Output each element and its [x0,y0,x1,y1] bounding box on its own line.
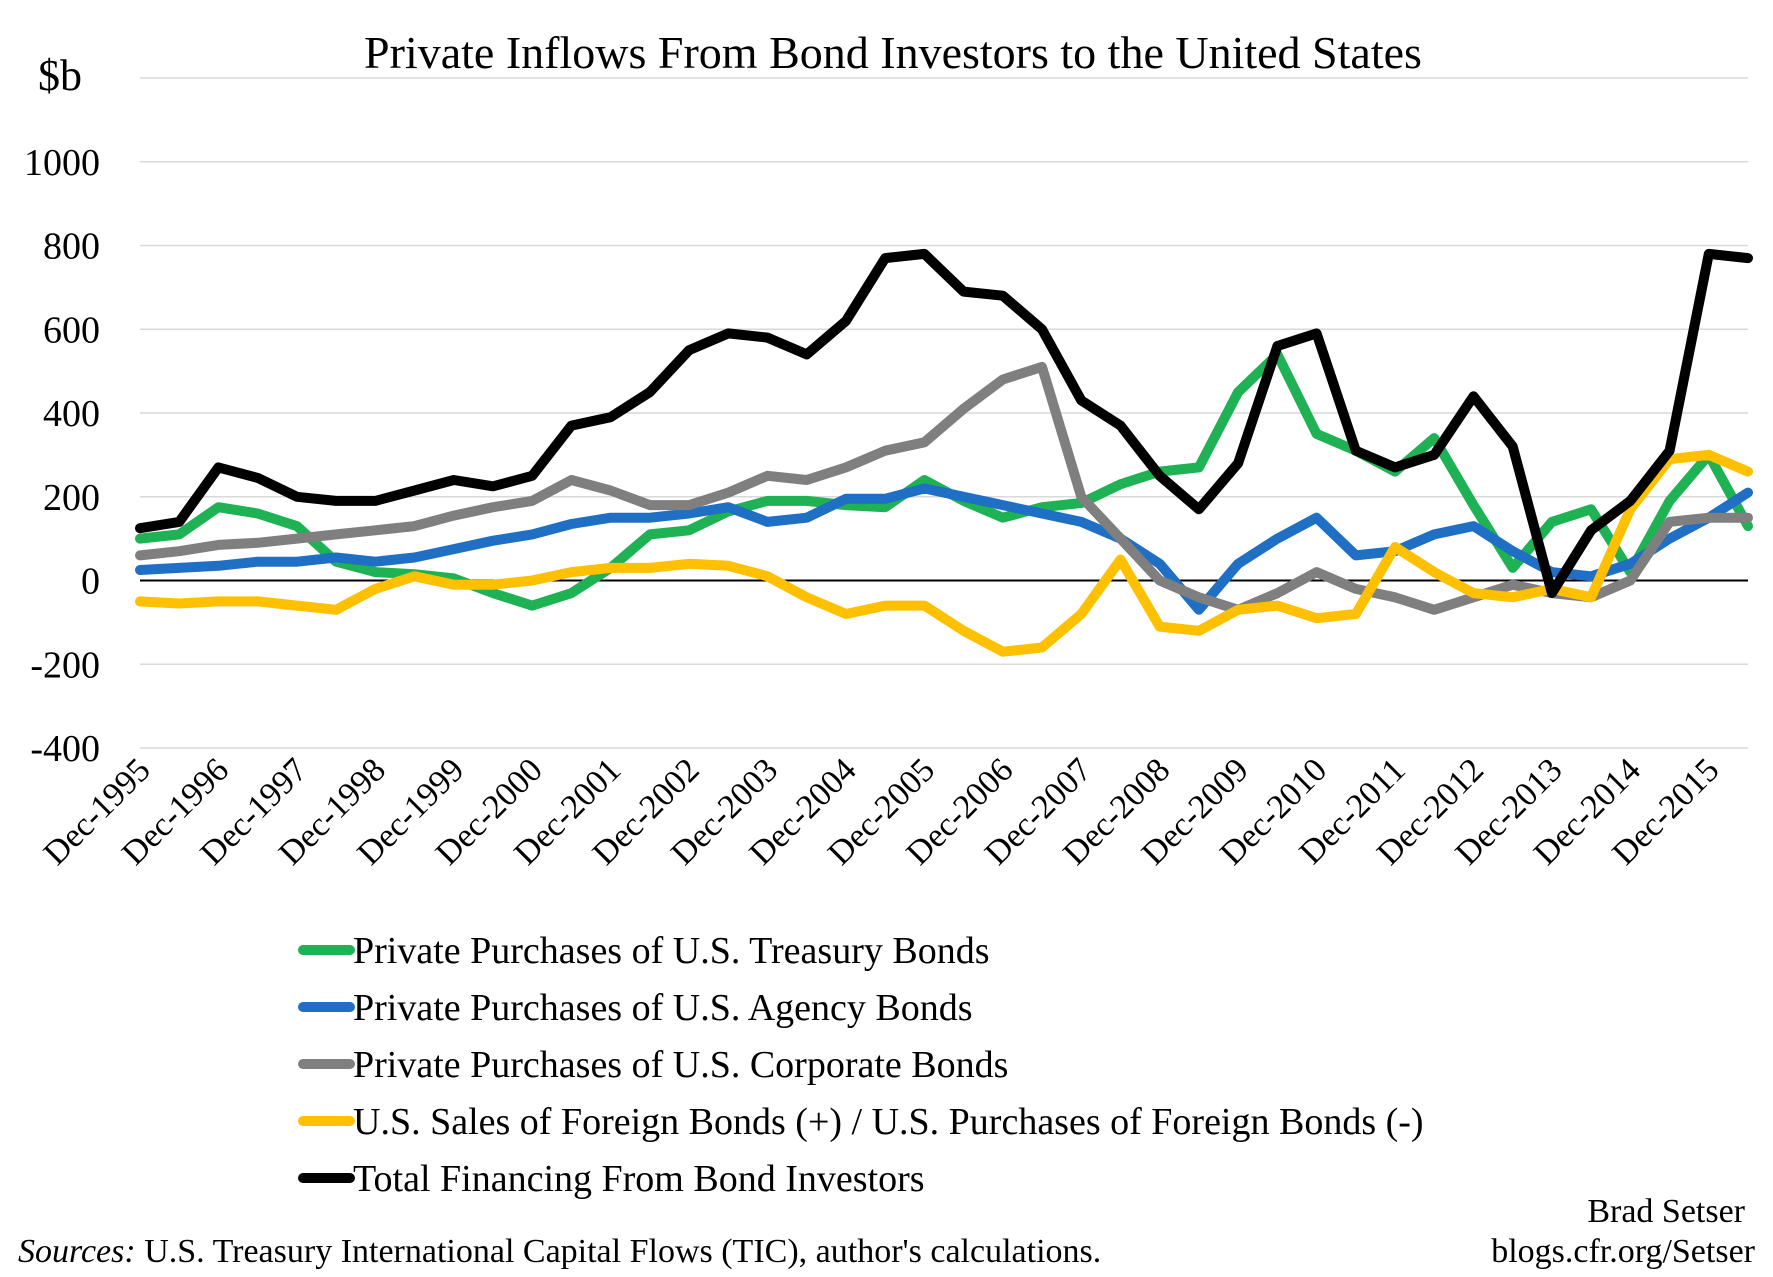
y-tick-label: 400 [43,393,100,435]
series-line-1 [135,349,1753,611]
y-tick-label: 0 [81,561,100,603]
gridlines [140,77,1748,749]
sources-label: Sources: [18,1233,136,1270]
legend-label: Private Purchases of U.S. Corporate Bond… [353,1044,1008,1086]
legend-label: U.S. Sales of Foreign Bonds (+) / U.S. P… [353,1101,1424,1143]
y-tick-label: 800 [43,226,100,268]
series-line-5 [135,248,1753,599]
y-tick-label: 1000 [24,142,100,184]
series-line-4 [135,449,1753,657]
x-axis-ticks: Dec-1995Dec-1996Dec-1997Dec-1998Dec-1999… [37,751,1727,872]
legend-label: Total Financing From Bond Investors [353,1158,925,1200]
y-axis-ticks: -400 -200 0 200 400 600 800 1000 [24,142,100,770]
y-tick-label: 200 [43,477,100,519]
y-axis-unit-label: $b [38,51,82,100]
sources-note: Sources: U.S. Treasury International Cap… [18,1233,1101,1270]
y-tick-label: -200 [30,644,100,686]
sources-text: U.S. Treasury International Capital Flow… [136,1233,1102,1270]
y-tick-label: 600 [43,309,100,351]
series-line-2 [135,483,1753,615]
author-credit: Brad Setser [1587,1193,1745,1230]
author-website: blogs.cfr.org/Setser [1491,1233,1755,1270]
y-tick-label: -400 [30,728,100,770]
chart-title: Private Inflows From Bond Investors to t… [364,27,1422,78]
plot-lines [135,248,1753,657]
legend: Private Purchases of U.S. Treasury Bonds… [298,930,1424,1200]
legend-label: Private Purchases of U.S. Agency Bonds [353,987,973,1029]
legend-label: Private Purchases of U.S. Treasury Bonds [353,930,989,972]
